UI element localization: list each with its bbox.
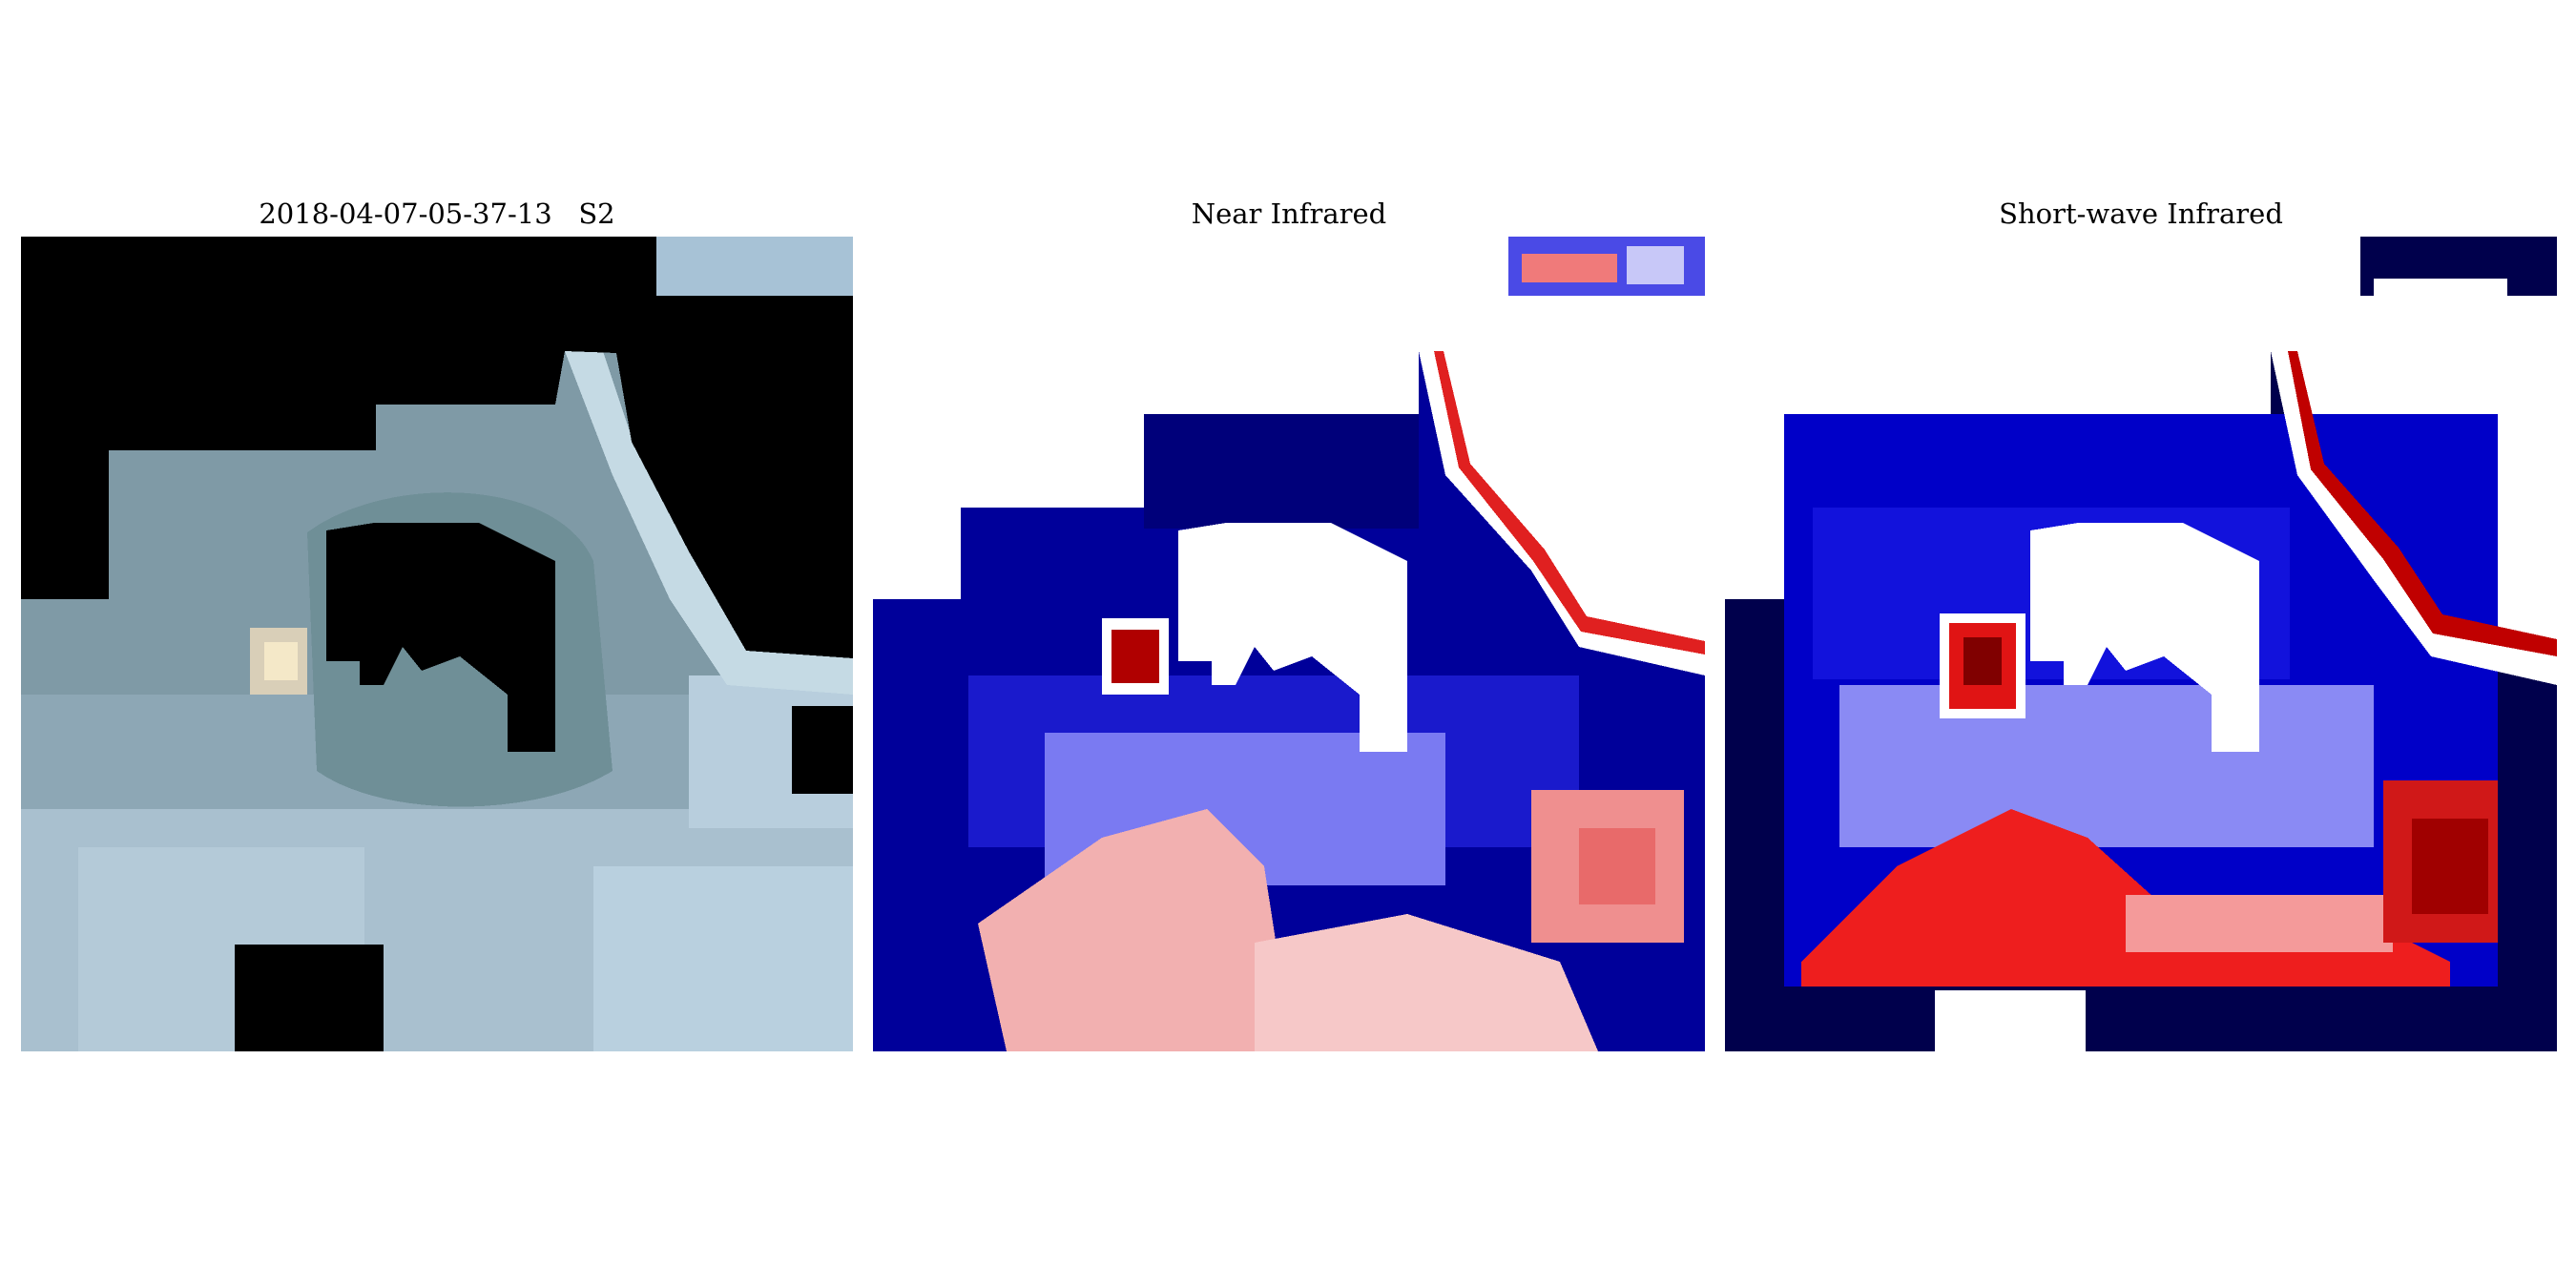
nir-warm-lobe-left (978, 809, 1293, 1051)
nir-warm-lobe-center (1255, 914, 1598, 1051)
swir-panel-title: Short-wave Infrared (1999, 197, 2283, 230)
nir-warm-spot-right (1579, 828, 1655, 904)
nir-top-right-pale (1627, 246, 1684, 284)
swir-top-right-gap (2374, 279, 2507, 296)
top-right-cloud (656, 237, 853, 296)
nir-center-void (1178, 523, 1407, 752)
nir-ridge-core (1434, 351, 1705, 654)
swir-pale-band (1839, 685, 2374, 847)
nir-hot-core (1111, 630, 1159, 683)
center-mask (326, 523, 555, 752)
top-mask (21, 237, 853, 658)
right-mask (792, 706, 853, 794)
hot-spot-core (264, 642, 298, 680)
true-color-panel-title: 2018-04-07-05-37-13 S2 (259, 197, 615, 230)
swir-hot-core (1963, 637, 2002, 685)
swir-image (1725, 237, 2557, 1051)
bottom-mask (235, 945, 384, 1051)
swir-center-void (2030, 523, 2259, 752)
ridge-streak (565, 351, 853, 695)
nir-top-right-warm (1522, 254, 1617, 282)
lower-right-cloud (593, 866, 853, 1051)
swir-bottom-gap (1935, 990, 2086, 1051)
nir-dark-top (1144, 414, 1419, 529)
nir-image (873, 237, 1705, 1051)
nir-panel-title: Near Infrared (1191, 197, 1387, 230)
swir-warm-band-light (2126, 895, 2393, 952)
swir-ridge-core (2288, 351, 2557, 656)
swir-warm-right-core (2412, 819, 2488, 914)
true-color-image (21, 237, 853, 1051)
